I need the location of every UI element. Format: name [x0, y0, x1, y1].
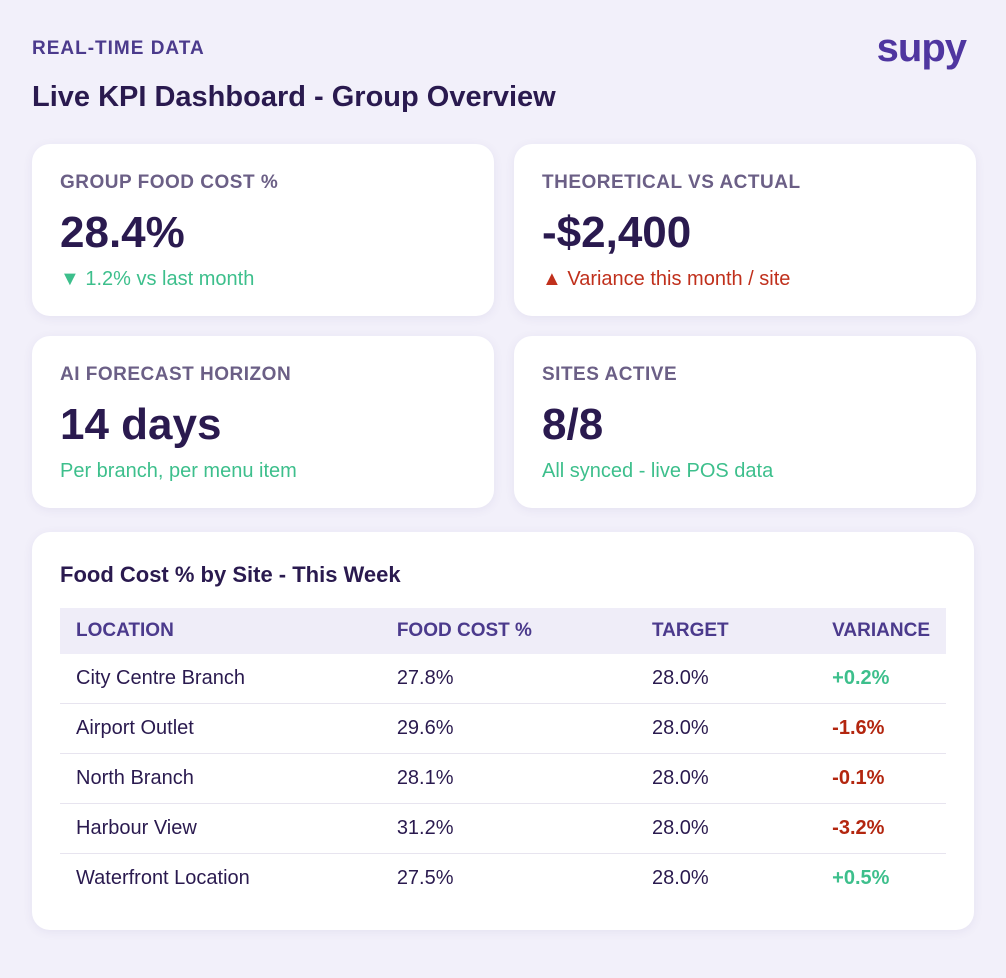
table-cell: +0.5% — [832, 867, 890, 889]
table-cell: -3.2% — [816, 803, 946, 854]
column-header: TARGET — [635, 608, 817, 654]
column-header: LOCATION — [60, 608, 381, 654]
column-header: FOOD COST % — [380, 608, 636, 654]
table-row: City Centre Branch 27.8% 28.0% +0.2% — [60, 654, 946, 704]
kpi-note: ▼ 1.2% vs last month — [60, 268, 255, 290]
table-body: City Centre Branch 27.8% 28.0% +0.2% Airport… — [60, 654, 946, 903]
logo: supy — [876, 26, 967, 70]
table-row: Airport Outlet 29.6% 28.0% -1.6% — [60, 703, 946, 754]
page-title: Live KPI Dashboard - Group Overview — [32, 81, 556, 113]
table-cell: North Branch — [60, 753, 381, 804]
table-cell: 27.8% — [380, 654, 636, 704]
table-title: Food Cost % by Site - This Week — [60, 562, 401, 587]
table-cell: Harbour View — [60, 803, 381, 854]
kpi-value: 14 days — [60, 400, 222, 449]
table-cell: 31.2% — [380, 803, 636, 854]
table-cell: Waterfront Location — [76, 867, 250, 889]
eyebrow: REAL-TIME DATA — [32, 38, 205, 59]
table-cell: City Centre Branch — [60, 654, 381, 704]
kpi-note: Per branch, per menu item — [60, 460, 297, 482]
site-table: LOCATION FOOD COST % TARGET VARIANCE City Ce… — [60, 608, 946, 903]
table-cell: -1.6% — [816, 703, 946, 754]
kpi-card: GROUP FOOD COST % 28.4% ▼ 1.2% vs last mon… — [32, 144, 494, 316]
header-row: LOCATION FOOD COST % TARGET VARIANCE — [60, 608, 946, 654]
table-row: North Branch 28.1% 28.0% -0.1% — [60, 753, 946, 804]
kpi-value: 8/8 — [542, 400, 604, 449]
kpi-label: AI FORECAST HORIZON — [60, 364, 292, 385]
table-row: Harbour View 31.2% 28.0% -3.2% — [60, 803, 946, 854]
kpi-card: THEORETICAL VS ACTUAL -$2,400 ▲ Variance t… — [514, 144, 976, 316]
table-cell: 28.0% — [651, 867, 709, 889]
table-row: Waterfront Location 27.5% 28.0% +0.5% — [60, 854, 946, 904]
table-cell: Airport Outlet — [60, 703, 381, 754]
column-header: VARIANCE — [816, 608, 946, 654]
table-card: Food Cost % by Site - This Week LOCATION… — [32, 532, 974, 930]
table-cell: 29.6% — [380, 703, 636, 754]
kpi-value: 28.4% — [60, 208, 185, 257]
kpi-note: ▲ Variance this month / site — [542, 268, 791, 290]
table-cell: 28.0% — [635, 654, 817, 704]
kpi-label: THEORETICAL VS ACTUAL — [542, 172, 801, 193]
kpi-note: All synced - live POS data — [542, 460, 774, 482]
table-cell: +0.2% — [816, 654, 946, 704]
kpi-card: SITES ACTIVE 8/8 All synced - live POS dat… — [514, 336, 976, 508]
table-cell: 27.5% — [396, 867, 454, 889]
table-cell: 28.0% — [635, 703, 817, 754]
table-cell: 28.1% — [380, 753, 636, 804]
kpi-label: SITES ACTIVE — [542, 364, 678, 385]
kpi-value: -$2,400 — [542, 208, 692, 257]
table-cell: -0.1% — [816, 753, 946, 804]
table-cell: 28.0% — [635, 803, 817, 854]
table-cell: 28.0% — [635, 753, 817, 804]
kpi-label: GROUP FOOD COST % — [60, 172, 279, 193]
kpi-card: AI FORECAST HORIZON 14 days Per branch, pe… — [32, 336, 494, 508]
